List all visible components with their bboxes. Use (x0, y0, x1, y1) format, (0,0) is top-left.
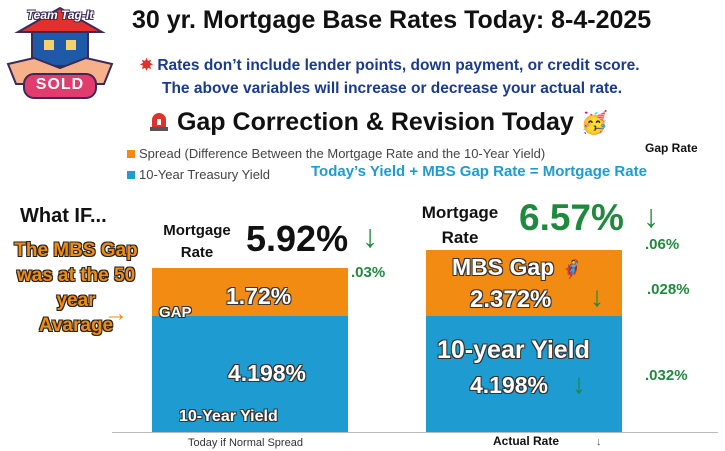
logo-brand-text: Team Tag-It (26, 8, 94, 22)
legend-label-yield: 10-Year Treasury Yield (139, 167, 271, 182)
collision-icon: ✸ (140, 57, 153, 74)
page-title: 30 yr. Mortgage Base Rates Today: 8-4-20… (132, 6, 652, 34)
subtitle-text: Gap Correction & Revision Today (176, 108, 574, 136)
bar2-yield-value: 4.198% (470, 372, 549, 398)
what-if-note: The MBS Gap was at the 50 year Avarage (8, 238, 144, 338)
bar-actual-spread-segment (426, 250, 622, 316)
bar2-gap-value: 2.372% (470, 286, 552, 313)
x-axis-line (112, 432, 718, 433)
bar1-gap-label: GAP (159, 304, 192, 321)
disclaimer-text-1: Rates don’t include lender points, down … (157, 57, 640, 74)
legend-swatch-yield (127, 170, 135, 179)
bar1-mortgage-rate-value: 5.92% (246, 218, 349, 259)
bar2-down-arrow-icon: ↓ (643, 198, 659, 234)
bar2-mortgage-label-line2: Rate (441, 228, 479, 247)
bar2-gap-label: MBS Gap 🦸 (452, 254, 583, 281)
disclaimer-line-1: ✸ Rates don’t include lender points, dow… (140, 56, 640, 75)
category-label-normal: Today if Normal Spread (188, 437, 303, 449)
bar1-mortgage-rate-label: Mortgage Rate (150, 220, 244, 264)
bar2-gap-down-arrow-icon: ↓ (590, 281, 604, 312)
logo-sold-text: SOLD (35, 76, 85, 93)
bar1-gap-value: 1.72% (226, 283, 292, 309)
bar-normal-yield-segment (152, 315, 348, 432)
disclaimer-line-2: The above variables will increase or dec… (162, 80, 623, 97)
bar1-down-arrow-icon: ↓ (362, 218, 378, 254)
bar2-gap-change: .028% (647, 281, 690, 298)
what-if-line-3: year (56, 290, 96, 311)
legend-spread: Spread (Difference Between the Mortgage … (127, 146, 545, 161)
bar2-mortgage-rate-label: Mortgage Rate (404, 200, 516, 250)
legend-swatch-spread (127, 149, 135, 158)
bar1-mortgage-label-line1: Mortgage (163, 222, 231, 239)
bar1-yield-label: 10-Year Yield (179, 408, 278, 425)
legend-yield: 10-Year Treasury Yield (127, 167, 270, 182)
party-face-icon: 🥳 (580, 110, 609, 135)
formula-text: Today’s Yield + MBS Gap Rate = Mortgage … (311, 163, 647, 180)
siren-icon (150, 113, 168, 131)
legend-label-spread: Spread (Difference Between the Mortgage … (139, 146, 546, 161)
superhero-icon: 🦸 (560, 259, 584, 279)
gap-rate-label: Gap Rate (645, 141, 698, 155)
bar2-yield-change: .032% (645, 367, 688, 384)
what-if-line-2: was at the 50 (16, 265, 136, 286)
bar-actual-yield-segment (426, 315, 622, 432)
bar2-yield-down-arrow-icon: ↓ (572, 368, 586, 399)
bar2-mortgage-rate-value: 6.57% (519, 197, 624, 238)
bar1-change-value: .03% (351, 264, 386, 281)
what-if-heading: What IF... (20, 205, 107, 227)
category-label-actual: Actual Rate (493, 434, 560, 448)
what-if-line-1: The MBS Gap (14, 240, 138, 261)
what-if-line-4: Avarage (38, 315, 114, 336)
bar-normal-spread-segment (152, 268, 348, 316)
bar1-yield-value: 4.198% (228, 360, 307, 386)
right-arrow-icon: → (104, 300, 128, 327)
bar2-mortgage-label-line1: Mortgage (421, 203, 499, 222)
bar1-mortgage-label-line2: Rate (180, 244, 214, 261)
logo-graphic (6, 6, 114, 99)
bar2-rate-change: .06% (645, 236, 680, 253)
subtitle: Gap Correction & Revision Today 🥳 (148, 108, 608, 137)
small-down-arrow-icon: ↓ (596, 436, 602, 448)
bar2-yield-label: 10-year Yield (437, 336, 590, 364)
team-tag-it-logo: Team Tag-It SOLD (4, 2, 116, 102)
bar2-gap-label-text: MBS Gap (452, 254, 555, 280)
